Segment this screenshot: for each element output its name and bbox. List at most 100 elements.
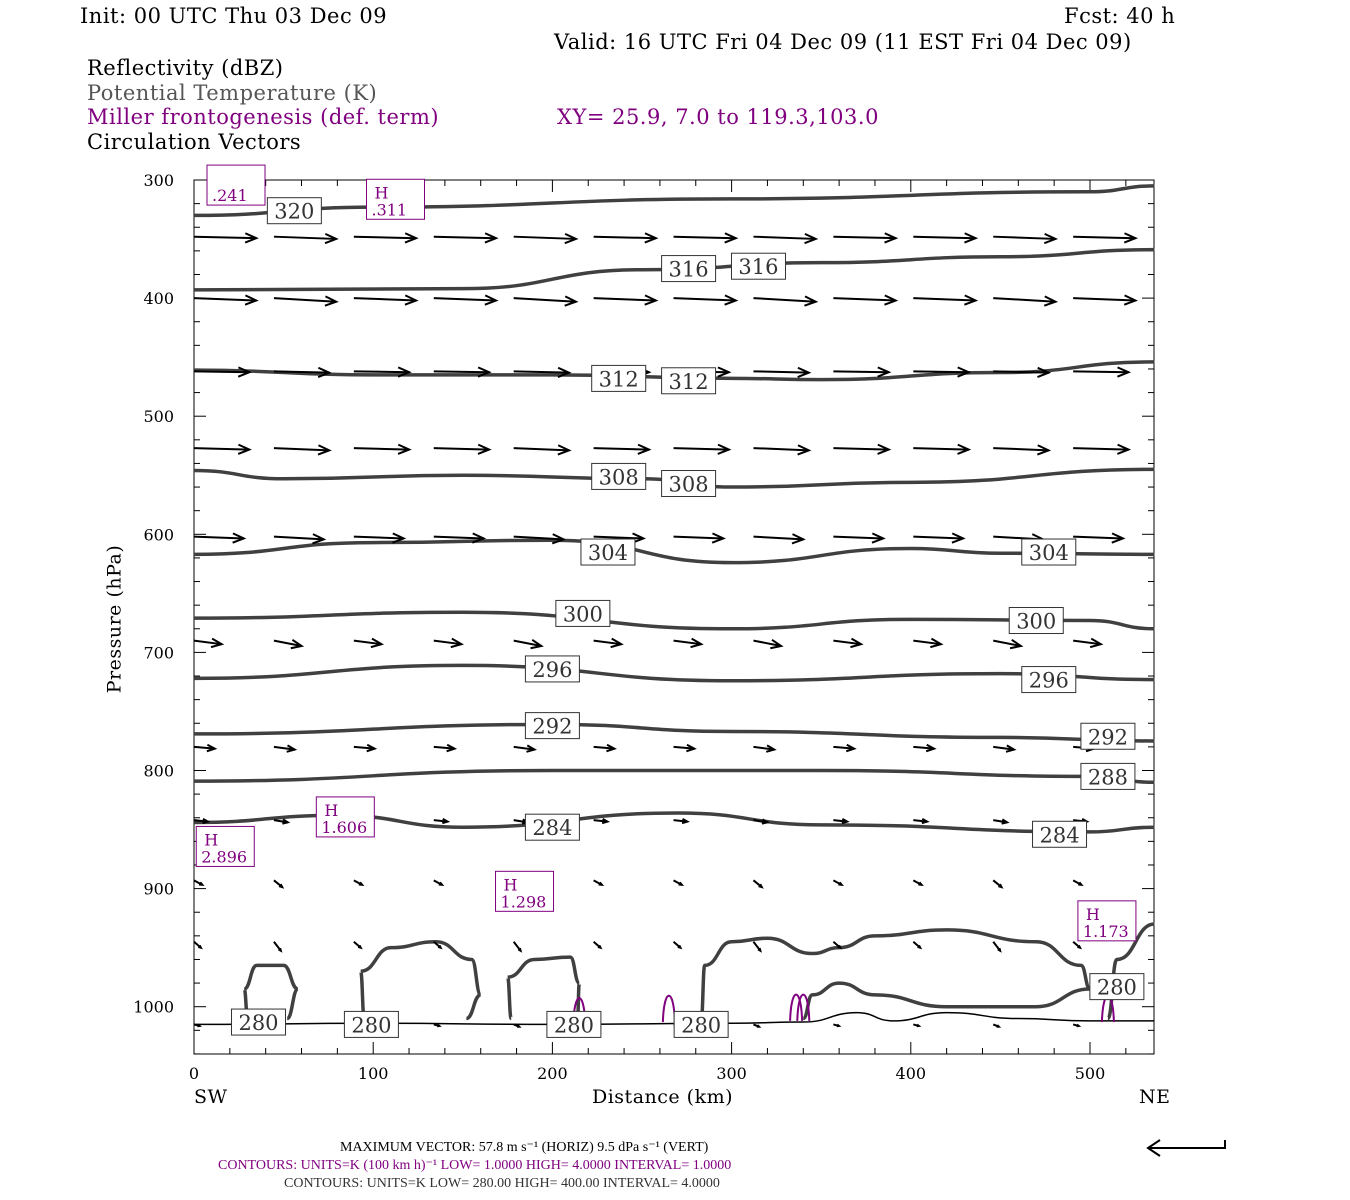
theta-label: 308 [669,473,709,497]
circulation-vector [833,535,884,540]
vector-arrowhead [324,295,339,307]
circulation-vector [593,535,644,540]
circulation-vector [833,235,896,240]
vector-arrowhead [551,533,567,545]
vector-arrowhead [637,443,652,455]
vector-arrowhead [601,818,611,825]
vector-arrowhead [681,818,690,825]
circulation-vector [673,447,729,451]
circulation-vector [1073,297,1136,302]
vector-arrowhead [964,232,979,244]
vector-arrowhead [564,232,579,245]
vector-arrowhead [996,1024,1002,1028]
vector-arrowhead [530,638,544,650]
vector-arrowhead [312,533,327,545]
circulation-vector [353,297,417,302]
x-tick-label: 200 [537,1064,568,1083]
circulation-vector [273,639,302,647]
theta-label-box [555,599,611,627]
circulation-vector [913,297,976,302]
vector-arrowhead [756,1024,762,1028]
x-tick-label: 300 [716,1064,747,1083]
max-vector-text: MAXIMUM VECTOR: 57.8 m s⁻¹ (HORIZ) 9.5 d… [340,1140,709,1155]
vector-arrowhead [877,366,892,378]
vector-arrowhead [237,366,252,378]
circulation-vector [433,370,490,374]
circulation-vector [273,297,337,303]
circulation-vector [273,370,330,374]
vector-arrowhead [557,444,572,456]
theta-label: 304 [1029,541,1069,565]
terrain-line [193,1011,1155,1026]
circulation-vector [1073,447,1129,451]
vector-arrowhead [1037,444,1052,456]
circulation-vector [753,297,816,303]
theta-label-box [1032,820,1088,848]
frontogenesis-max-value: 2.896 [201,847,247,866]
vector-arrowhead [845,743,857,753]
vector-arrowhead [951,532,966,544]
vector-arrowhead [484,232,499,244]
theta-label-box [580,538,636,566]
vector-arrowhead [606,743,617,753]
vector-arrowhead [957,443,972,455]
vector-arrowhead [477,443,492,455]
frontogenesis-max-label: H [504,875,518,894]
vector-arrowhead [1037,366,1052,379]
circulation-vector [433,235,497,240]
theta-label-box [524,712,580,740]
circulation-vector [353,535,404,540]
vector-arrowhead [1123,294,1139,306]
frontogenesis-max-value: .241 [212,186,248,205]
vector-arrowhead [686,743,697,753]
vector-arrowhead [997,947,1002,953]
theta-contour-280 [1106,922,1155,1021]
frontogenesis-max-box [195,825,255,867]
theta-label-box [661,255,717,283]
theta-label: 296 [1029,669,1069,693]
x-tick-label: 100 [358,1064,389,1083]
vector-arrowhead [717,366,732,378]
circulation-vector [993,447,1049,452]
vector-arrowhead [526,744,538,753]
vector-arrowhead [884,294,899,306]
circulation-vector [993,370,1049,374]
frontogenesis-max-value: 1.173 [1083,922,1129,941]
theta-contour-296 [193,663,1155,683]
vector-arrowhead [450,637,464,649]
vector-arrowhead [1077,944,1083,950]
vector-arrowhead [557,366,572,379]
circulation-vector [753,447,809,452]
vector-arrowhead [610,637,624,649]
theta-label: 300 [1016,610,1056,634]
circulation-vector [913,639,942,646]
init-time: Init: 00 UTC Thu 03 Dec 09 [80,4,388,28]
vector-arrowhead [438,881,445,887]
circulation-vector [993,639,1022,647]
vector-arrowhead [366,743,378,753]
circulation-vector [593,235,656,240]
theta-label: 292 [532,715,572,739]
y-axis-title: Pressure (hPa) [103,544,126,694]
vector-arrowhead [1043,295,1059,307]
y-tick-label: 900 [143,880,174,899]
vector-arrowhead [1117,366,1132,378]
circulation-vector [433,447,490,451]
vector-arrowhead [484,294,499,306]
theta-label-box [1021,538,1077,566]
circulation-vector [513,535,564,541]
circulation-vector [913,370,969,374]
theta-contour-288 [193,768,1155,785]
frontogenesis-contour [661,995,676,1023]
theta-label: 284 [1039,823,1079,847]
theta-contour-304 [193,538,1155,565]
y-tick-label: 1000 [133,998,174,1017]
vector-arrowhead [358,881,365,887]
vector-arrowhead [717,443,732,455]
cross-section-endpoints: XY= 25.9, 7.0 to 119.3,103.0 [557,105,879,129]
circulation-vector [753,370,809,374]
vector-arrowhead [1076,1023,1082,1028]
vector-arrowhead [370,637,385,649]
circulation-vector [193,535,244,540]
vector-arrowhead [210,637,225,649]
